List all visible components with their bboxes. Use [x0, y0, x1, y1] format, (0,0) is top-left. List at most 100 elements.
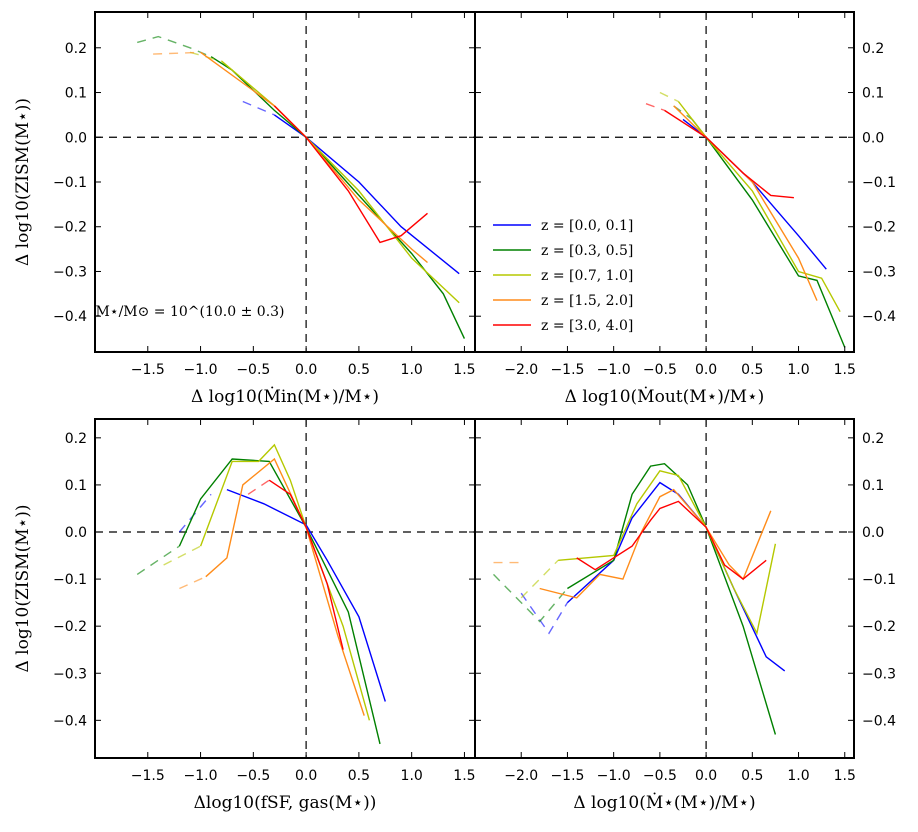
x-tick-label: 1.0 [401, 362, 423, 378]
series-line-4 [576, 500, 767, 580]
x-tick-label: 1.5 [834, 768, 856, 784]
plot-frame [474, 11, 855, 353]
x-tick-label: −1.0 [184, 768, 218, 784]
series-line-dashed-2 [659, 91, 679, 103]
panel-top-right: −2.0 −1.5 −1.0 −0.5 0.0 0.5 1.0 1.5 −0.4 −0.3 −0.2… [474, 11, 896, 407]
series-line-dashed-3 [179, 576, 207, 590]
x-tick-label: −0.5 [236, 768, 270, 784]
legend-label-1: z = [0.3, 0.5] [541, 243, 633, 259]
series-line-4 [268, 479, 344, 650]
series-line-2 [221, 60, 460, 304]
legend-label-3: z = [1.5, 2.0] [541, 293, 633, 309]
y-tick-label: 0.2 [862, 41, 884, 57]
y-tick-label: −0.3 [53, 666, 87, 682]
y-tick-label: 0.0 [862, 525, 884, 541]
x-tick-label: −1.5 [550, 768, 584, 784]
series-line-dashed-1 [137, 35, 212, 58]
x-tick-label: 0.0 [695, 362, 717, 378]
x-axis-label: Δ log10(Ṁ⋆(M⋆)/M⋆) [573, 792, 755, 813]
series-line-3 [205, 457, 365, 716]
panel-bottom-left: −1.5 −1.0 −0.5 0.0 0.5 1.0 1.5 −0.4 −0.3 −0.2 −0.1… [13, 418, 476, 813]
series-line-dashed-1 [136, 545, 180, 575]
x-tick-label: −0.5 [643, 362, 677, 378]
series-line-dashed-3 [153, 51, 201, 55]
series-group [645, 91, 846, 348]
plot-frame [474, 418, 855, 759]
y-tick-label: −0.2 [53, 619, 87, 635]
x-tick-label: 1.0 [787, 362, 809, 378]
series-line-dashed-2 [520, 559, 559, 599]
x-tick-label: 0.5 [348, 362, 370, 378]
x-tick-label: −1.5 [131, 362, 165, 378]
x-tick-label: 0.5 [741, 362, 763, 378]
series-line-dashed-0 [242, 100, 275, 116]
x-tick-label: −1.5 [131, 768, 165, 784]
series-line-0 [273, 114, 460, 275]
x-axis-label: Δ log10(Ṁout(M⋆)/M⋆) [565, 386, 765, 407]
x-tick-label: 1.5 [834, 362, 856, 378]
y-tick-label: −0.2 [53, 220, 87, 236]
y-tick-label: 0.0 [862, 130, 884, 146]
series-line-4 [273, 105, 428, 244]
y-tick-label: −0.4 [53, 713, 87, 729]
y-tick-label: 0.0 [65, 130, 87, 146]
series-line-3 [539, 488, 772, 599]
x-axis-label: Δ log10(Ṁin(M⋆)/M⋆) [191, 386, 379, 407]
series-line-1 [210, 56, 466, 339]
legend: z = [0.0, 0.1] z = [0.3, 0.5] z = [0.7, 1.… [493, 218, 633, 334]
y-tick-label: 0.1 [65, 478, 87, 494]
y-tick-label: −0.3 [862, 666, 896, 682]
y-tick-label: −0.4 [862, 309, 896, 325]
series-line-dashed-0 [520, 592, 568, 635]
series-line-4 [664, 109, 794, 199]
stellar-mass-annotation: M⋆/M⊙ = 10^(10.0 ± 0.3) [95, 304, 284, 320]
x-tick-label: 0.5 [348, 768, 370, 784]
legend-label-4: z = [3.0, 4.0] [541, 318, 633, 334]
series-group [137, 35, 466, 339]
y-tick-label: −0.4 [53, 309, 87, 325]
plot-frame [94, 11, 476, 353]
y-tick-label: −0.4 [862, 713, 896, 729]
x-tick-label: −1.5 [550, 362, 584, 378]
x-tick-label: 1.5 [453, 768, 475, 784]
x-tick-label: −1.0 [184, 362, 218, 378]
legend-label-2: z = [0.7, 1.0] [541, 268, 633, 284]
y-axis-label: Δ log10(ZISM(M⋆)) [13, 504, 33, 672]
series-line-1 [178, 458, 381, 745]
x-tick-label: 0.0 [295, 362, 317, 378]
y-tick-label: −0.1 [862, 572, 896, 588]
y-tick-label: 0.1 [862, 478, 884, 494]
series-line-2 [199, 443, 371, 721]
y-tick-label: 0.0 [65, 525, 87, 541]
series-group [136, 443, 386, 745]
x-tick-label: 0.0 [695, 768, 717, 784]
y-tick-label: −0.2 [862, 619, 896, 635]
x-tick-label: 1.0 [787, 768, 809, 784]
y-tick-label: −0.1 [862, 175, 896, 191]
x-tick-label: −1.0 [597, 768, 631, 784]
x-tick-label: −0.5 [236, 362, 270, 378]
x-tick-label: 1.0 [401, 768, 423, 784]
panel-top-left: −1.5 −1.0 −0.5 0.0 0.5 1.0 1.5 −0.4 −0.3 −0.2 −0.1… [13, 11, 476, 407]
x-tick-label: −2.0 [504, 768, 538, 784]
series-line-3 [673, 105, 818, 301]
x-tick-label: −2.0 [504, 362, 538, 378]
y-tick-label: 0.1 [862, 86, 884, 102]
y-tick-label: 0.2 [65, 431, 87, 447]
legend-label-0: z = [0.0, 0.1] [541, 218, 633, 234]
series-line-2 [558, 470, 777, 636]
series-line-2 [677, 101, 841, 313]
y-tick-label: −0.2 [862, 220, 896, 236]
y-axis-label: Δ log10(ZISM(M⋆)) [13, 98, 33, 266]
panel-bottom-right: −2.0 −1.5 −1.0 −0.5 0.0 0.5 1.0 1.5 −0.4 −0.3 −0.2… [474, 418, 896, 813]
series-line-1 [691, 118, 846, 348]
x-tick-label: −0.5 [643, 768, 677, 784]
x-axis-label: Δlog10(fSF, gas(M⋆)) [194, 793, 377, 813]
y-tick-label: 0.1 [65, 86, 87, 102]
x-tick-label: −1.0 [597, 362, 631, 378]
x-tick-label: 0.0 [295, 768, 317, 784]
series-group [493, 462, 786, 735]
y-tick-label: −0.3 [53, 264, 87, 280]
x-tick-label: 1.5 [453, 362, 475, 378]
